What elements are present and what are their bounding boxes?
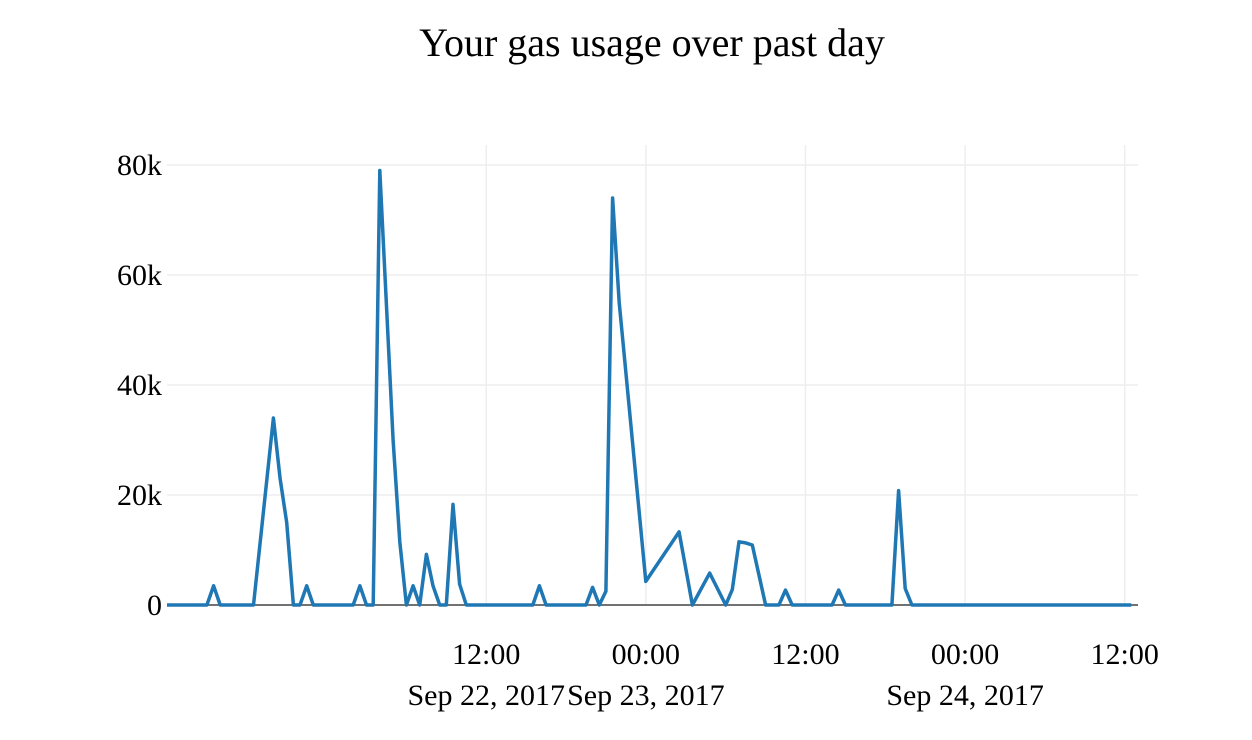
x-axis-tick-labels: 12:00 Sep 22, 2017 00:00 Sep 23, 2017 12:00 0…	[407, 638, 1158, 712]
x-tick-label: 12:00	[452, 638, 520, 671]
y-gridlines	[167, 164, 1138, 496]
x-tick-date-label: Sep 23, 2017	[567, 679, 725, 712]
x-tick-date-label: Sep 22, 2017	[407, 679, 565, 712]
y-tick-label: 20k	[117, 479, 162, 512]
x-tick-date-label: Sep 24, 2017	[886, 679, 1044, 712]
gas-usage-line	[167, 168, 1132, 607]
x-gridlines	[485, 145, 1126, 605]
x-tick-label: 00:00	[612, 638, 680, 671]
y-tick-label: 80k	[117, 149, 162, 182]
x-tick-label: 00:00	[931, 638, 999, 671]
chart-title: Your gas usage over past day	[419, 20, 885, 65]
x-tick-label: 12:00	[771, 638, 839, 671]
x-tick-label: 12:00	[1091, 638, 1159, 671]
y-tick-label: 60k	[117, 259, 162, 292]
y-tick-label: 0	[147, 589, 162, 622]
y-axis-tick-labels: 0 20k 40k 60k 80k	[117, 149, 162, 622]
y-tick-label: 40k	[117, 369, 162, 402]
